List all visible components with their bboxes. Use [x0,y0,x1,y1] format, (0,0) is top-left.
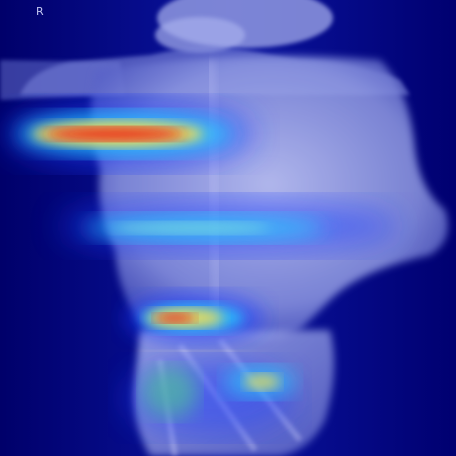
heat-spot-pelvis [125,292,265,344]
skull-shape [155,0,333,53]
heat-spot-upper [5,100,255,168]
heat-spot-middle [60,198,400,254]
heat-spot-lower [125,360,296,436]
orientation-marker: R [36,5,44,18]
